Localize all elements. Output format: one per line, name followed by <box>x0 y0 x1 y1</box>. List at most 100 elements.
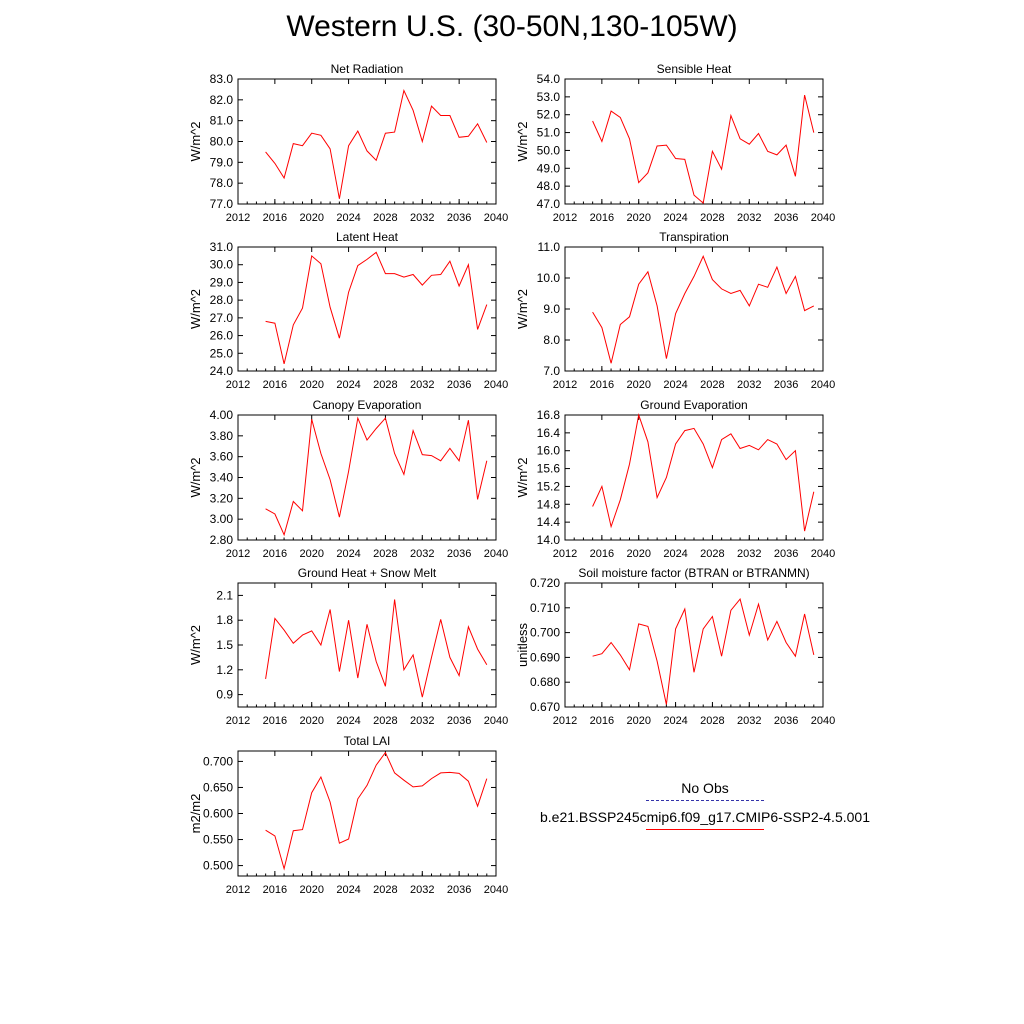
y-tick-label: 2.80 <box>210 533 234 547</box>
x-tick-label: 2036 <box>447 379 471 391</box>
y-tick-label: 3.60 <box>210 450 234 464</box>
x-tick-label: 2036 <box>774 715 798 727</box>
y-tick-label: 0.680 <box>530 675 560 689</box>
panel-8: Soil moisture factor (BTRAN or BTRANMN) u… <box>515 566 835 727</box>
x-tick-label: 2028 <box>373 884 397 896</box>
x-tick-label: 2024 <box>663 212 687 224</box>
x-tick-label: 2020 <box>299 715 323 727</box>
y-tick-label: 25.0 <box>210 346 234 360</box>
y-tick-label: 10.0 <box>537 271 561 285</box>
y-axis-label: W/m^2 <box>188 121 203 161</box>
y-tick-label: 4.00 <box>210 408 234 422</box>
x-tick-label: 2040 <box>484 715 508 727</box>
x-tick-label: 2040 <box>484 212 508 224</box>
x-tick-label: 2020 <box>299 379 323 391</box>
y-tick-label: 1.5 <box>216 638 233 652</box>
x-tick-label: 2032 <box>410 548 434 560</box>
series-line <box>265 599 488 698</box>
x-tick-label: 2024 <box>336 212 360 224</box>
x-tick-label: 2036 <box>774 548 798 560</box>
y-tick-label: 51.0 <box>537 126 561 140</box>
x-tick-label: 2036 <box>447 884 471 896</box>
y-tick-label: 30.0 <box>210 258 234 272</box>
panel-title: Canopy Evaporation <box>313 398 422 412</box>
x-tick-label: 2028 <box>373 379 397 391</box>
x-tick-label: 2040 <box>811 212 835 224</box>
y-tick-label: 48.0 <box>537 179 561 193</box>
series-line <box>592 94 815 205</box>
y-tick-label: 50.0 <box>537 143 561 157</box>
y-tick-label: 52.0 <box>537 108 561 122</box>
x-tick-label: 2024 <box>336 379 360 391</box>
y-axis-label: W/m^2 <box>515 121 530 161</box>
panel-title: Sensible Heat <box>657 62 732 76</box>
x-tick-label: 2040 <box>811 548 835 560</box>
series-line <box>592 413 815 532</box>
y-tick-label: 81.0 <box>210 114 234 128</box>
panel-title: Net Radiation <box>331 62 404 76</box>
panel-title: Ground Evaporation <box>640 398 747 412</box>
y-tick-label: 77.0 <box>210 197 234 211</box>
y-tick-label: 29.0 <box>210 275 234 289</box>
x-tick-label: 2024 <box>663 548 687 560</box>
x-tick-label: 2020 <box>626 379 650 391</box>
y-tick-label: 8.0 <box>543 333 560 347</box>
x-tick-label: 2040 <box>811 715 835 727</box>
x-tick-label: 2016 <box>263 715 287 727</box>
y-tick-label: 0.550 <box>203 833 233 847</box>
series-line <box>265 751 488 871</box>
figure-title: Western U.S. (30-50N,130-105W) <box>286 10 738 43</box>
x-tick-label: 2032 <box>410 212 434 224</box>
y-tick-label: 0.500 <box>203 859 233 873</box>
y-axis-label: m2/m2 <box>188 794 203 834</box>
x-tick-label: 2028 <box>700 212 724 224</box>
y-tick-label: 82.0 <box>210 93 234 107</box>
x-tick-label: 2020 <box>626 212 650 224</box>
plot-frame <box>564 246 824 372</box>
plot-frame <box>564 78 824 205</box>
x-tick-label: 2016 <box>590 548 614 560</box>
x-tick-label: 2016 <box>263 379 287 391</box>
y-tick-label: 28.0 <box>210 293 234 307</box>
legend-model-label: b.e21.BSSP245cmip6.f09_g17.CMIP6-SSP2-4.… <box>540 809 870 825</box>
y-tick-label: 3.40 <box>210 471 234 485</box>
y-tick-label: 16.0 <box>537 444 561 458</box>
panel-title: Total LAI <box>344 734 391 748</box>
plot-frame <box>237 414 497 541</box>
x-tick-label: 2040 <box>484 379 508 391</box>
plot-frame <box>237 582 497 708</box>
x-tick-label: 2024 <box>663 379 687 391</box>
x-tick-label: 2028 <box>373 548 397 560</box>
y-tick-label: 3.00 <box>210 512 234 526</box>
x-tick-label: 2020 <box>299 884 323 896</box>
y-tick-label: 0.710 <box>530 601 560 615</box>
y-tick-label: 14.8 <box>537 497 561 511</box>
y-axis-label: unitless <box>515 622 530 667</box>
y-tick-label: 16.8 <box>537 408 561 422</box>
x-tick-label: 2028 <box>700 715 724 727</box>
x-tick-label: 2032 <box>410 379 434 391</box>
y-axis-label: W/m^2 <box>515 289 530 329</box>
x-tick-label: 2028 <box>700 379 724 391</box>
legend: No Obs b.e21.BSSP245cmip6.f09_g17.CMIP6-… <box>540 778 870 830</box>
plot-frame <box>237 78 497 205</box>
y-tick-label: 1.8 <box>216 613 233 627</box>
panel-7: Ground Heat + Snow Melt W/m^2 2012 2016 2020… <box>188 566 508 727</box>
x-tick-label: 2036 <box>447 212 471 224</box>
x-tick-label: 2020 <box>626 715 650 727</box>
series-line <box>265 88 488 199</box>
x-tick-label: 2036 <box>447 548 471 560</box>
legend-obs-swatch <box>646 800 764 801</box>
x-tick-label: 2024 <box>336 884 360 896</box>
y-tick-label: 27.0 <box>210 311 234 325</box>
plot-frame <box>564 582 824 708</box>
y-tick-label: 53.0 <box>537 90 561 104</box>
x-tick-label: 2020 <box>626 548 650 560</box>
panel-3: Latent Heat W/m^2 2012 2016 2020 2024 2028 2032… <box>188 230 508 391</box>
x-tick-label: 2028 <box>373 715 397 727</box>
y-axis-label: W/m^2 <box>188 289 203 329</box>
plot-frame <box>237 750 497 877</box>
x-tick-label: 2028 <box>700 548 724 560</box>
y-tick-label: 80.0 <box>210 135 234 149</box>
y-tick-label: 49.0 <box>537 161 561 175</box>
